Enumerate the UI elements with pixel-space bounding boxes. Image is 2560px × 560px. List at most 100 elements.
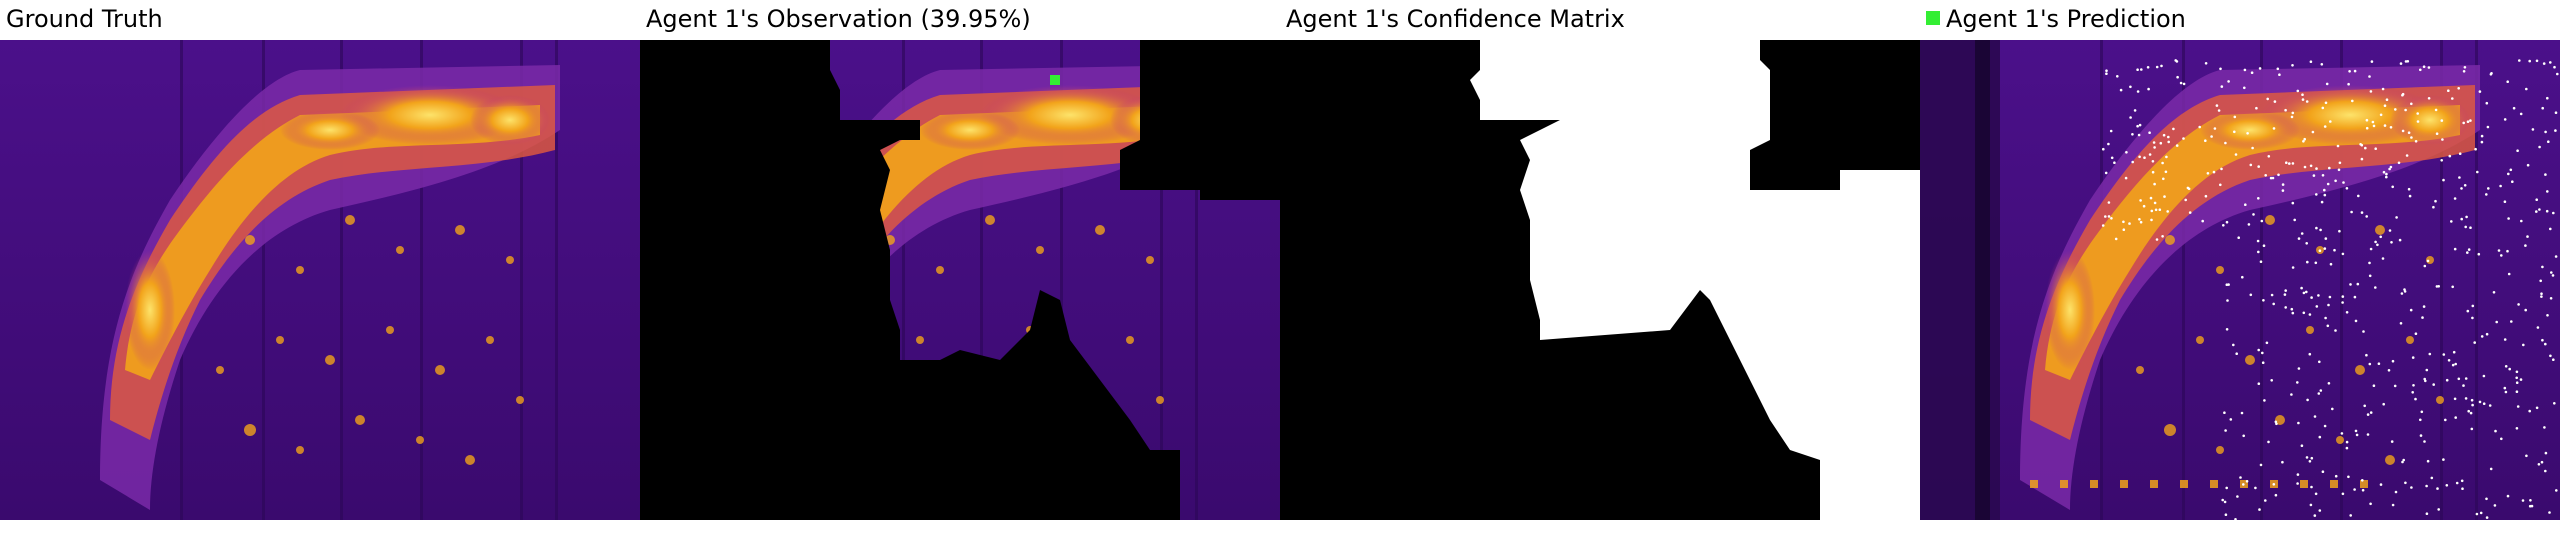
prediction-point (2163, 195, 2166, 198)
prediction-point (2547, 140, 2550, 143)
prediction-point (2281, 460, 2284, 464)
prediction-point (2309, 503, 2313, 507)
prediction-point (2164, 170, 2168, 174)
prediction-point (2544, 342, 2547, 346)
prediction-point (2368, 274, 2372, 278)
prediction-point (2489, 467, 2493, 471)
prediction-point (2493, 504, 2497, 507)
prediction-point (2432, 383, 2435, 386)
prediction-point (2399, 322, 2403, 325)
prediction-point (2333, 248, 2336, 252)
prediction-point (2305, 456, 2309, 459)
prediction-point (2101, 224, 2105, 227)
prediction-point (2175, 60, 2179, 63)
agent-marker (1050, 75, 1060, 85)
prediction-point (2162, 177, 2165, 181)
prediction-point (2515, 376, 2518, 380)
prediction-point (2251, 146, 2254, 150)
prediction-point (2526, 235, 2529, 238)
prediction-point (2464, 225, 2467, 229)
prediction-point (2466, 251, 2469, 254)
prediction-point (2154, 208, 2158, 212)
prediction-point (2239, 476, 2242, 479)
prediction-point (2124, 176, 2128, 180)
prediction-point (2365, 215, 2368, 218)
prediction-point (2462, 121, 2465, 125)
prediction-point (2362, 330, 2365, 333)
prediction-point (2119, 88, 2123, 92)
prediction-point (2313, 514, 2317, 517)
prediction-point (2345, 311, 2349, 314)
prediction-point (2538, 208, 2541, 211)
prediction-point (2357, 194, 2360, 198)
prediction-point (2245, 480, 2249, 483)
prediction-point (2225, 328, 2229, 331)
prediction-point (2398, 238, 2402, 242)
prediction-point (2184, 198, 2187, 202)
prediction-point (2345, 440, 2349, 444)
prediction-point (2215, 104, 2219, 107)
prediction-point (2528, 504, 2532, 508)
prediction-point (2349, 283, 2352, 286)
prediction-point (2113, 161, 2116, 164)
prediction-point (2319, 389, 2323, 392)
prediction-point (2114, 237, 2118, 241)
prediction-point (2327, 382, 2331, 385)
prediction-point (2525, 87, 2528, 91)
prediction-point (2526, 163, 2530, 167)
prediction-point (2485, 101, 2489, 105)
prediction-point (2407, 131, 2411, 134)
prediction-point (2212, 170, 2216, 174)
prediction-title-wrap: Agent 1's Prediction (1926, 2, 2186, 36)
prediction-point (2219, 183, 2222, 187)
prediction-point (2388, 229, 2392, 232)
prediction-point (2272, 483, 2276, 486)
prediction-point (2364, 146, 2367, 150)
prediction-point (2128, 222, 2131, 225)
prediction-point (2452, 350, 2456, 354)
prediction-point (2147, 87, 2150, 91)
prediction-point (2465, 215, 2468, 219)
prediction-point (2229, 418, 2233, 421)
prediction-point (2427, 97, 2431, 100)
prediction-point (2263, 399, 2266, 402)
prediction-point (2461, 487, 2464, 491)
prediction-point (2549, 354, 2552, 358)
prediction-point (2264, 174, 2267, 177)
prediction-point (2368, 261, 2371, 265)
prediction-point (2204, 62, 2208, 65)
prediction-point (2411, 356, 2415, 359)
prediction-point (2267, 155, 2271, 158)
prediction-point (2283, 293, 2287, 296)
ground-truth-title: Ground Truth (6, 5, 163, 33)
prediction-point (2242, 434, 2245, 438)
prediction-point (2522, 343, 2525, 347)
prediction-point (2225, 486, 2228, 490)
prediction-point (2542, 62, 2546, 65)
prediction-point (2422, 305, 2426, 308)
observation-panel: Agent 1's Observation (39.95%) (640, 0, 1280, 560)
prediction-point (2250, 71, 2254, 74)
prediction-point (2389, 165, 2393, 169)
prediction-point (2546, 314, 2549, 317)
prediction-point (2258, 508, 2261, 511)
prediction-point (2485, 332, 2489, 336)
prediction-point (2552, 211, 2555, 215)
prediction-point (2440, 119, 2444, 122)
prediction-point (2540, 292, 2543, 295)
prediction-point (2500, 254, 2503, 257)
prediction-point (2151, 170, 2155, 174)
prediction-point (2105, 69, 2108, 72)
prediction-point (2540, 460, 2544, 464)
prediction-point (2458, 176, 2461, 179)
prediction-point (2131, 133, 2134, 136)
prediction-point (2469, 226, 2472, 229)
prediction-point (2136, 124, 2139, 128)
prediction-point (2372, 124, 2376, 128)
prediction-point (2556, 72, 2559, 76)
prediction-point (2480, 140, 2484, 144)
prediction-point (2102, 147, 2105, 151)
prediction-point (2341, 301, 2344, 304)
prediction-point (2404, 108, 2407, 112)
prediction-point (2318, 249, 2322, 252)
